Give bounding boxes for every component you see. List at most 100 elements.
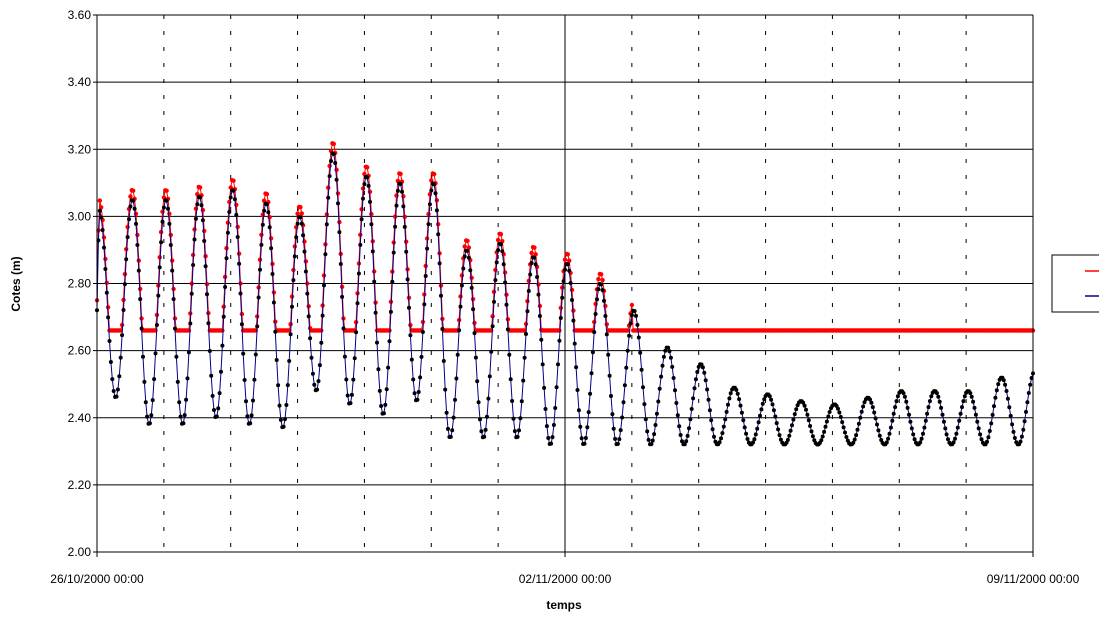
series-2-point <box>678 433 683 437</box>
series-2-point <box>453 397 457 402</box>
series-2-point <box>466 255 471 260</box>
series-1-point <box>235 224 240 230</box>
series-2-point <box>223 285 228 289</box>
series-2-point <box>712 434 716 439</box>
series-2-point <box>756 420 761 425</box>
series-2-point <box>202 239 207 243</box>
series-1-point <box>306 304 311 309</box>
series-2-point <box>908 419 913 424</box>
series-2-point <box>338 262 343 266</box>
series-2-point <box>752 437 757 442</box>
series-2-point <box>473 355 478 360</box>
series-2-point <box>745 437 750 441</box>
series-2-point <box>872 410 877 415</box>
series-2-point <box>753 432 758 437</box>
series-2-point <box>409 357 414 362</box>
series-1-point <box>105 305 111 310</box>
series-2-point <box>255 324 260 329</box>
series-2-point <box>706 397 711 402</box>
series-2-point <box>851 440 856 445</box>
series-2-point <box>585 425 590 430</box>
y-tick-label: 3.40 <box>68 75 92 89</box>
series-2-point <box>852 437 857 442</box>
series-2-point <box>384 387 389 392</box>
series-1-point <box>429 178 434 183</box>
series-2-point <box>334 177 339 182</box>
series-2-point <box>854 433 859 438</box>
series-2-point <box>905 405 910 410</box>
series-2-point <box>142 379 147 384</box>
y-tick-label: 3.60 <box>68 8 92 22</box>
series-2-point <box>404 249 409 254</box>
series-2-point <box>751 440 755 445</box>
series-1-point <box>537 303 543 309</box>
series-2-point <box>224 256 229 261</box>
series-2-point <box>539 337 544 342</box>
series-2-point <box>532 255 537 260</box>
series-2-point <box>596 287 601 292</box>
series-2-point <box>810 434 815 439</box>
series-1-point <box>392 214 398 219</box>
series-2-point <box>395 188 400 193</box>
series-2-point <box>157 265 162 270</box>
series-2-point <box>613 436 618 441</box>
series-2-point <box>652 432 657 437</box>
series-2-point <box>691 396 696 401</box>
series-2-point <box>1012 436 1017 440</box>
series-2-point <box>489 349 494 354</box>
series-1-point <box>532 245 537 250</box>
series-2-point <box>465 248 470 253</box>
series-2-point <box>377 388 382 393</box>
series-2-point <box>607 373 612 378</box>
series-2-point <box>953 436 957 441</box>
series-2-point <box>429 188 434 193</box>
series-1-point <box>567 258 572 263</box>
series-2-point <box>957 418 962 423</box>
series-2-point <box>588 391 593 396</box>
series-2-point <box>971 399 976 404</box>
series-2-point <box>773 414 778 419</box>
series-2-point <box>557 338 562 343</box>
series-2-point <box>177 400 182 405</box>
series-2-point <box>944 432 949 437</box>
series-2-point <box>121 308 126 312</box>
series-2-point <box>549 441 554 446</box>
series-2-point <box>873 416 878 421</box>
series-2-point <box>259 242 264 247</box>
series-2-point <box>425 246 430 251</box>
series-2-point <box>457 328 462 333</box>
series-2-point <box>565 262 570 267</box>
series-2-point <box>968 391 973 396</box>
series-2-point <box>419 354 424 359</box>
series-2-point <box>519 399 524 404</box>
series-2-point <box>661 354 666 359</box>
series-2-point <box>526 289 531 293</box>
series-2-point <box>551 423 556 427</box>
series-2-point <box>902 394 907 399</box>
series-2-point <box>1018 439 1023 444</box>
series-2-point <box>398 182 403 186</box>
series-2-point <box>790 423 794 428</box>
series-2-point <box>840 420 845 425</box>
series-2-point <box>739 410 744 415</box>
series-1-point <box>462 244 467 249</box>
series-2-point <box>361 196 365 201</box>
series-2-point <box>622 383 627 388</box>
series-1-point <box>458 294 463 299</box>
series-2-point <box>990 412 995 417</box>
series-2-point <box>212 408 216 412</box>
series-2-point <box>724 409 729 414</box>
series-2-point <box>560 295 565 300</box>
series-2-point <box>288 332 293 337</box>
series-1-point <box>523 321 529 327</box>
series-1-point <box>295 211 300 216</box>
series-2-point <box>436 232 441 237</box>
series-1-point <box>533 252 538 257</box>
series-2-point <box>758 413 762 418</box>
series-2-point <box>376 367 381 372</box>
series-2-point <box>153 351 158 356</box>
series-2-point <box>590 350 595 355</box>
series-2-point <box>411 377 416 382</box>
series-2-point <box>100 228 105 232</box>
series-2-point <box>941 419 946 424</box>
